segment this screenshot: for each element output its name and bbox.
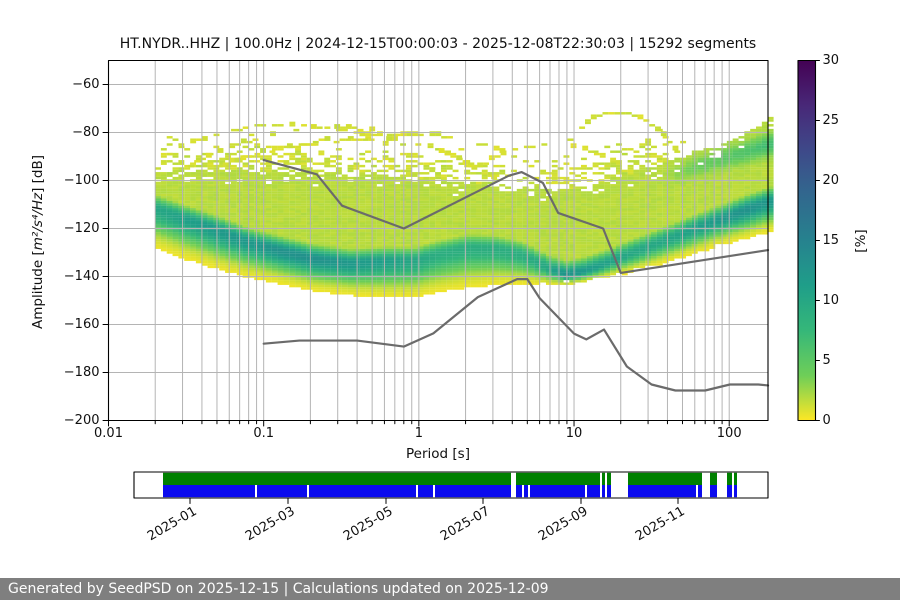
y-tick-label: −200 bbox=[63, 412, 100, 428]
y-axis-label: Amplitude [m²/s⁴/Hz] [dB] bbox=[30, 154, 46, 330]
x-tick-label: 0.01 bbox=[94, 426, 123, 441]
y-tick-label: −140 bbox=[63, 268, 100, 284]
colorbar-tick-label: 30 bbox=[822, 52, 840, 68]
y-tick-label: −180 bbox=[63, 364, 100, 380]
x-axis-label: Period [s] bbox=[406, 446, 470, 462]
y-tick-label: −60 bbox=[72, 76, 100, 92]
colorbar-tick-label: 15 bbox=[822, 232, 840, 248]
y-tick-label: −100 bbox=[63, 172, 100, 188]
colorbar-tick-label: 10 bbox=[822, 292, 840, 308]
x-tick-label: 10 bbox=[565, 426, 583, 441]
footer-bar: Generated by SeedPSD on 2025-12-15 | Cal… bbox=[0, 578, 900, 600]
colorbar-tick-label: 20 bbox=[822, 172, 840, 188]
x-tick-label: 100 bbox=[716, 426, 742, 441]
footer-text: Generated by SeedPSD on 2025-12-15 | Cal… bbox=[8, 581, 549, 597]
colorbar-tick-label: 25 bbox=[822, 112, 840, 128]
y-tick-label: −80 bbox=[72, 124, 100, 140]
x-tick-label: 0.1 bbox=[253, 426, 275, 441]
chart-title: HT.NYDR..HHZ | 100.0Hz | 2024-12-15T00:0… bbox=[119, 36, 757, 52]
colorbar-tick-label: 5 bbox=[822, 352, 831, 368]
y-axis-label-math: m²/s⁴/Hz bbox=[30, 192, 46, 251]
y-tick-label: −160 bbox=[63, 316, 100, 332]
x-tick-label: 1 bbox=[414, 426, 423, 441]
y-tick-label: −120 bbox=[63, 220, 100, 236]
colorbar-label: [%] bbox=[853, 229, 869, 253]
colorbar-tick-label: 0 bbox=[822, 412, 831, 428]
